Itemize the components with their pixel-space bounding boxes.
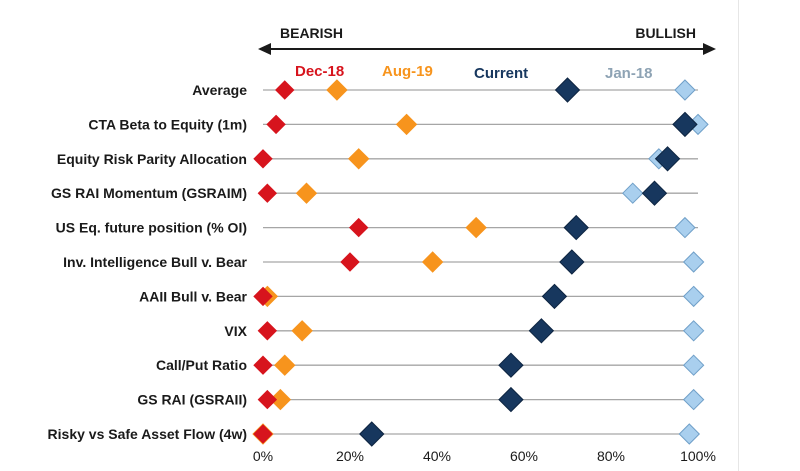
point-current bbox=[559, 249, 585, 275]
legend-aug-19: Aug-19 bbox=[382, 63, 433, 80]
point-dec-18 bbox=[257, 183, 278, 203]
point-dec-18 bbox=[348, 217, 369, 238]
point-current bbox=[498, 386, 524, 413]
legend: Dec-18 Aug-19 Current Jan-18 bbox=[295, 63, 653, 82]
legend-dec-18: Dec-18 bbox=[295, 63, 344, 80]
right-frame-border bbox=[738, 0, 739, 471]
point-current bbox=[541, 283, 568, 310]
x-tick-label: 80% bbox=[597, 448, 625, 464]
point-current bbox=[641, 180, 668, 206]
point-jan-18 bbox=[674, 79, 696, 101]
point-aug-19 bbox=[295, 182, 318, 204]
point-dec-18 bbox=[340, 252, 360, 272]
point-dec-18 bbox=[253, 355, 273, 375]
point-current bbox=[359, 421, 385, 447]
point-current bbox=[554, 77, 581, 103]
point-jan-18 bbox=[678, 423, 701, 445]
bearish-label: BEARISH bbox=[280, 25, 343, 41]
x-ticks-group: 0% 20% 40% 60% 80% 100% bbox=[253, 448, 716, 464]
point-dec-18 bbox=[275, 80, 295, 100]
point-current bbox=[563, 214, 589, 241]
point-current bbox=[672, 111, 698, 138]
point-dec-18 bbox=[257, 321, 278, 341]
points-group bbox=[252, 77, 709, 447]
point-aug-19 bbox=[421, 251, 444, 273]
row-label: Risky vs Safe Asset Flow (4w) bbox=[48, 426, 247, 442]
point-jan-18 bbox=[682, 320, 705, 342]
x-tick-label: 0% bbox=[253, 448, 273, 464]
point-aug-19 bbox=[347, 148, 370, 170]
point-current bbox=[528, 318, 555, 344]
point-jan-18 bbox=[622, 182, 644, 204]
row-label: Average bbox=[192, 82, 247, 98]
row-label: AAII Bull v. Bear bbox=[139, 288, 247, 304]
point-aug-19 bbox=[274, 354, 296, 376]
x-tick-label: 60% bbox=[510, 448, 538, 464]
direction-arrow bbox=[258, 43, 716, 55]
point-current bbox=[654, 146, 681, 172]
x-tick-label: 20% bbox=[336, 448, 364, 464]
point-jan-18 bbox=[674, 216, 696, 239]
x-tick-label: 40% bbox=[423, 448, 451, 464]
point-current bbox=[498, 352, 524, 378]
row-label: Equity Risk Parity Allocation bbox=[57, 151, 247, 167]
row-label: GS RAI Momentum (GSRAIM) bbox=[51, 185, 247, 201]
row-label: VIX bbox=[224, 323, 247, 339]
bullish-label: BULLISH bbox=[635, 25, 696, 41]
point-dec-18 bbox=[257, 389, 278, 410]
point-aug-19 bbox=[395, 113, 418, 136]
point-jan-18 bbox=[682, 251, 705, 273]
x-tick-label: 100% bbox=[680, 448, 716, 464]
point-jan-18 bbox=[682, 354, 705, 376]
point-aug-19 bbox=[269, 388, 292, 411]
row-label: CTA Beta to Equity (1m) bbox=[88, 116, 247, 132]
rows-group: Average CTA Beta to Equity (1m) Equity Ris… bbox=[48, 82, 698, 442]
point-dec-18 bbox=[266, 114, 286, 135]
point-jan-18 bbox=[682, 388, 705, 411]
legend-jan-18: Jan-18 bbox=[605, 65, 653, 82]
legend-current: Current bbox=[474, 65, 528, 82]
point-aug-19 bbox=[326, 79, 348, 101]
point-dec-18 bbox=[253, 149, 273, 169]
row-label: Call/Put Ratio bbox=[156, 357, 247, 373]
row-label: Inv. Intelligence Bull v. Bear bbox=[63, 254, 247, 270]
point-jan-18 bbox=[682, 285, 705, 308]
point-aug-19 bbox=[291, 320, 313, 342]
point-dec-18 bbox=[253, 424, 273, 444]
row-label: GS RAI (GSRAII) bbox=[137, 392, 247, 408]
row-label: US Eq. future position (% OI) bbox=[56, 220, 247, 236]
point-aug-19 bbox=[465, 216, 487, 239]
point-dec-18 bbox=[253, 286, 273, 307]
